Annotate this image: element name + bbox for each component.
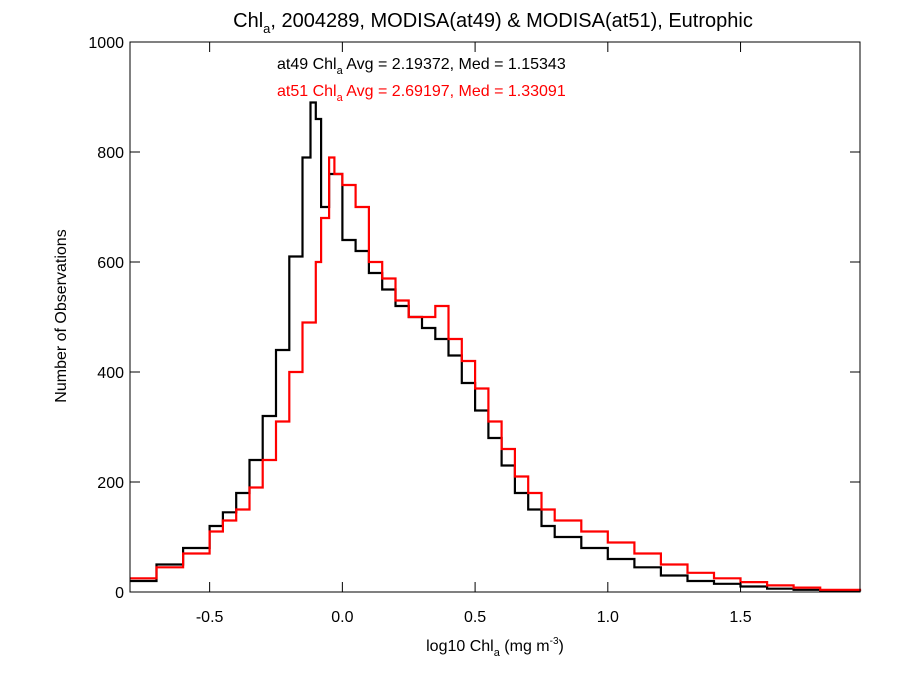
- annotation-at49: at49 Chla Avg = 2.19372, Med = 1.15343: [277, 56, 566, 77]
- y-tick-label-1: 200: [97, 475, 124, 492]
- x-axis-label: log10 Chla (mg m-3): [426, 636, 564, 659]
- x-tick-label-0: -0.5: [196, 609, 224, 626]
- series-layer: [130, 101, 862, 592]
- x-axis-ticks: -0.5 0.0 0.5 1.0 1.5: [196, 42, 752, 626]
- y-tick-label-5: 1000: [88, 35, 124, 52]
- annotation-at51: at51 Chla Avg = 2.69197, Med = 1.33091: [277, 83, 566, 104]
- x-tick-label-3: 1.0: [597, 609, 619, 626]
- y-tick-label-2: 400: [97, 365, 124, 382]
- x-tick-label-2: 0.5: [464, 609, 486, 626]
- y-tick-label-0: 0: [115, 585, 124, 602]
- y-tick-label-4: 800: [97, 145, 124, 162]
- y-tick-label-3: 600: [97, 255, 124, 272]
- x-tick-label-4: 1.5: [729, 609, 751, 626]
- plot-frame: [129, 41, 861, 593]
- chart-title: Chla, 2004289, MODISA(at49) & MODISA(at5…: [233, 10, 753, 36]
- y-axis-label: Number of Observations: [53, 229, 70, 402]
- series-line-1: [130, 156, 862, 591]
- series-line-0: [130, 101, 862, 592]
- x-tick-label-1: 0.0: [331, 609, 353, 626]
- y-axis-ticks: 0 200 400 600 800 1000: [88, 35, 860, 602]
